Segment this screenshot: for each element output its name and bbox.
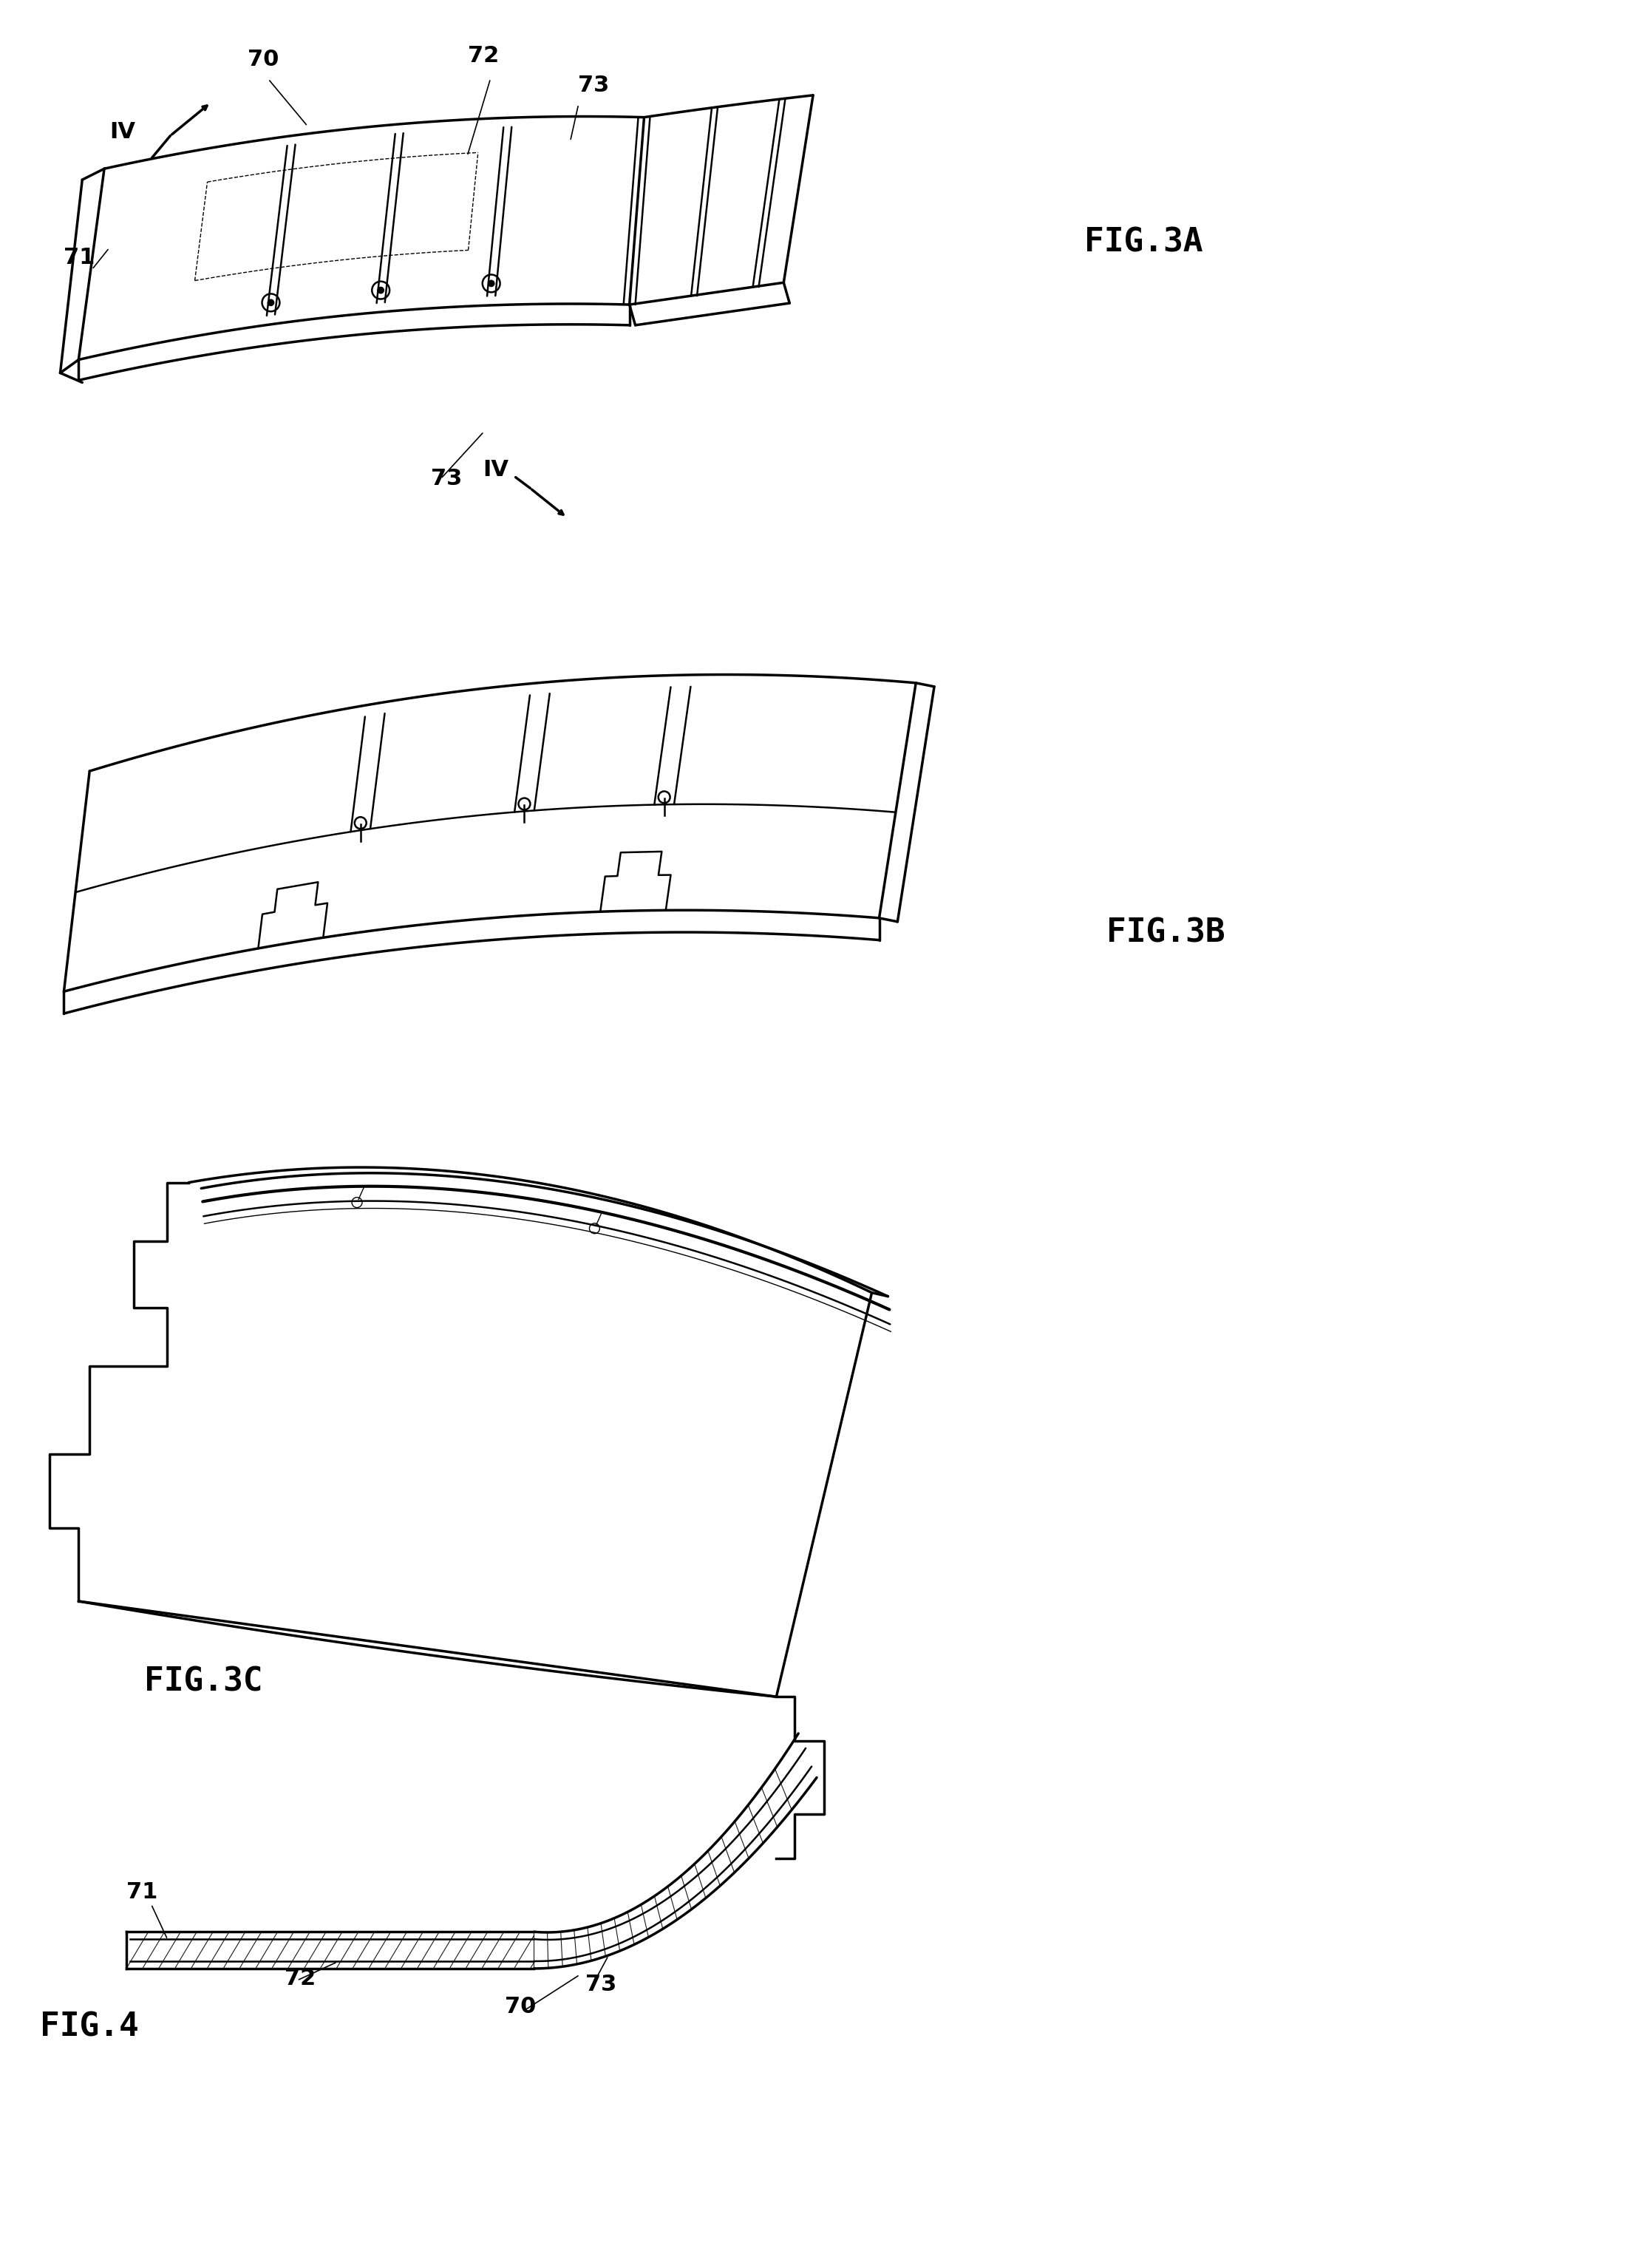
Text: FIG.4: FIG.4 [39,2012,140,2043]
Text: 71: 71 [64,247,95,268]
Text: 73: 73 [585,1973,616,1996]
Text: 72: 72 [468,45,499,66]
Circle shape [488,281,495,286]
Text: 73: 73 [578,75,610,95]
Text: FIG.3C: FIG.3C [145,1667,263,1699]
Text: 73: 73 [430,467,462,490]
Circle shape [268,299,274,306]
Text: IV: IV [110,120,136,143]
Text: FIG.3B: FIG.3B [1106,916,1226,948]
Text: IV: IV [483,458,509,481]
Text: 71: 71 [127,1882,158,1903]
Text: FIG.3A: FIG.3A [1084,227,1203,259]
Circle shape [378,288,384,293]
Text: 70: 70 [248,50,279,70]
Text: 72: 72 [284,1969,315,1989]
Text: 70: 70 [504,1996,536,2016]
